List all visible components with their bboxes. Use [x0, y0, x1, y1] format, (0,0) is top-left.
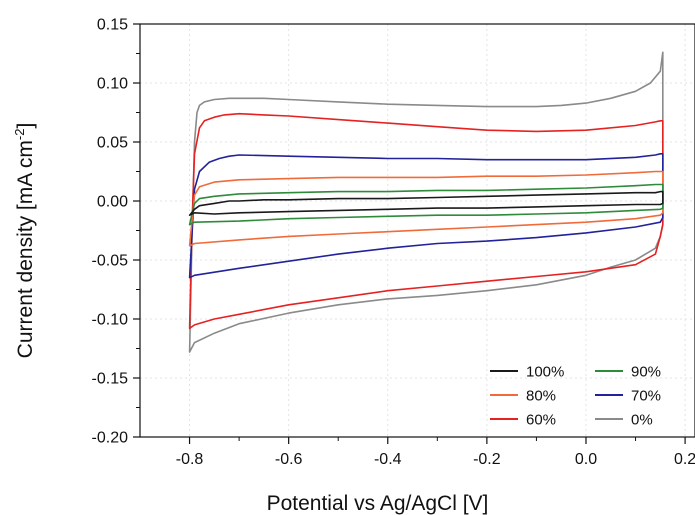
x-tick-label: -0.8: [176, 451, 204, 468]
legend-label: 80%: [526, 388, 556, 405]
x-tick-label: 0.2: [674, 451, 695, 468]
x-tick-label: -0.6: [275, 451, 303, 468]
x-tick-label: 0.0: [575, 451, 597, 468]
grid-layer: [140, 23, 695, 438]
y-axis-title-main: Current density [mA cm: [14, 140, 37, 358]
y-tick-label: -0.05: [92, 253, 129, 270]
series-line-100pct: [188, 190, 664, 216]
x-axis-title: Potential vs Ag/AgCl [V]: [267, 492, 489, 515]
legend-label: 0%: [631, 412, 653, 429]
series-line-70pct: [188, 153, 664, 279]
y-tick-label: -0.20: [92, 430, 129, 447]
series-line-60pct: [188, 112, 664, 330]
legend-label: 90%: [631, 364, 661, 381]
series-line-90pct: [188, 183, 664, 226]
legend-label: 60%: [526, 412, 556, 429]
legend: 100% 90% 80% 70% 60% 0%: [490, 364, 661, 429]
x-tick-label: -0.4: [374, 451, 402, 468]
legend-label: 70%: [631, 388, 661, 405]
x-tick-label: -0.2: [473, 451, 501, 468]
y-tick-label: -0.15: [92, 371, 129, 388]
y-tick-label: 0.10: [97, 76, 128, 93]
series-layer: [188, 51, 664, 353]
y-tick-label: 0.00: [97, 194, 128, 211]
y-axis-title-close: ]: [14, 123, 37, 129]
tick-layer: -0.8 -0.6 -0.4 -0.2 0.0 0.2 -0.20 -0.15 -0.10 -0.…: [92, 17, 695, 469]
legend-label: 100%: [526, 364, 564, 381]
y-tick-label: 0.15: [97, 17, 128, 34]
y-axis-title: Current density [mA cm-2]: [12, 123, 37, 359]
series-line-0pct: [188, 51, 664, 353]
y-tick-label: -0.10: [92, 312, 129, 329]
y-tick-label: 0.05: [97, 135, 128, 152]
y-axis-title-superscript: -2: [12, 129, 27, 141]
series-line-80pct: [188, 170, 664, 247]
